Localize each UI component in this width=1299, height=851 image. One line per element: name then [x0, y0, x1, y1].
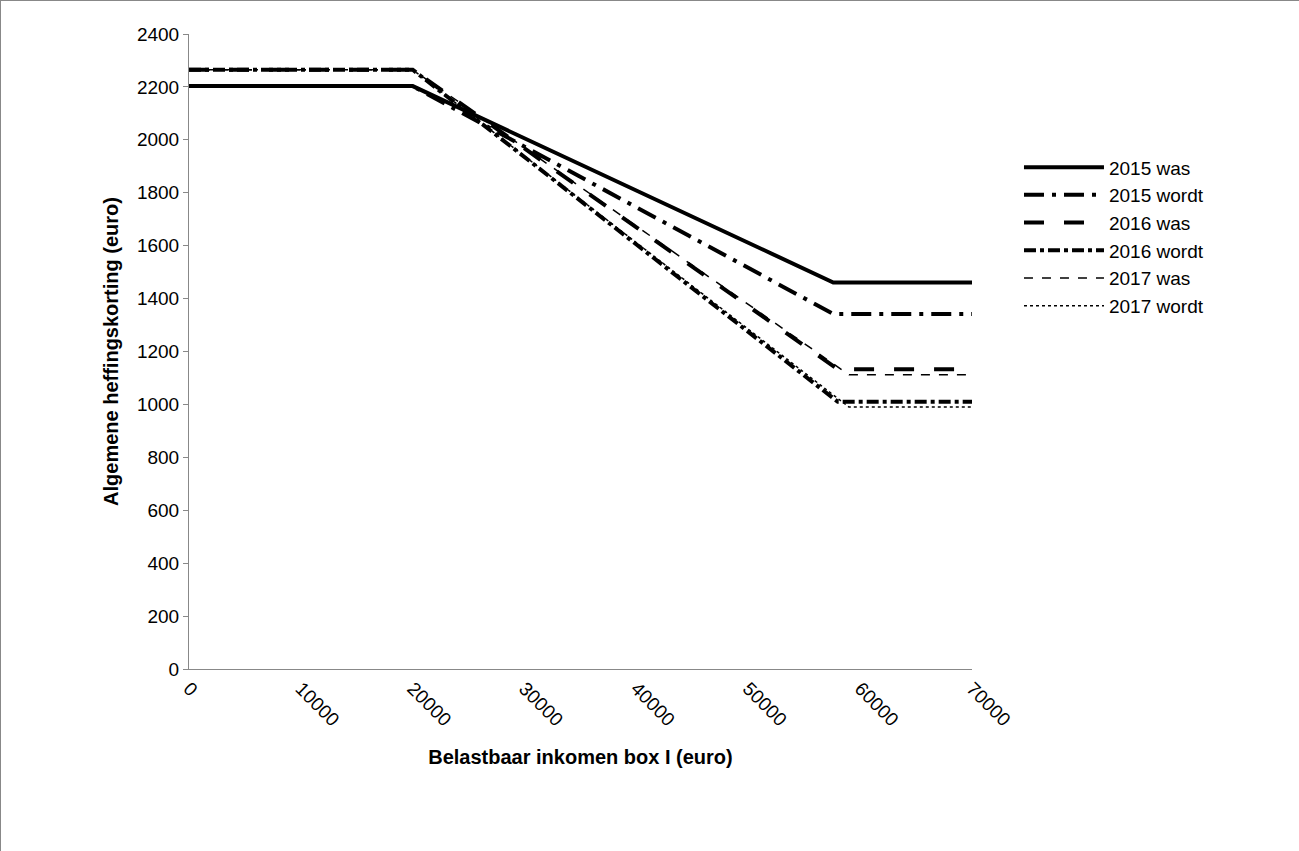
svg-text:60000: 60000	[851, 678, 903, 730]
svg-text:2000: 2000	[137, 129, 179, 150]
svg-text:2017 wordt: 2017 wordt	[1109, 296, 1204, 317]
svg-text:0: 0	[179, 678, 201, 700]
svg-text:2400: 2400	[137, 24, 179, 45]
svg-text:30000: 30000	[515, 678, 567, 730]
svg-text:2015 was: 2015 was	[1109, 158, 1190, 179]
svg-text:50000: 50000	[739, 678, 791, 730]
svg-text:70000: 70000	[962, 678, 1014, 730]
svg-text:1000: 1000	[137, 394, 179, 415]
svg-text:1600: 1600	[137, 235, 179, 256]
svg-text:600: 600	[147, 500, 179, 521]
svg-text:2200: 2200	[137, 77, 179, 98]
svg-text:2015 wordt: 2015 wordt	[1109, 185, 1204, 206]
svg-text:2016 was: 2016 was	[1109, 213, 1190, 234]
svg-text:Algemene heffingskorting (euro: Algemene heffingskorting (euro)	[100, 197, 122, 506]
svg-text:2016 wordt: 2016 wordt	[1109, 241, 1204, 262]
svg-text:1200: 1200	[137, 341, 179, 362]
svg-text:20000: 20000	[403, 678, 455, 730]
svg-text:40000: 40000	[627, 678, 679, 730]
svg-text:1800: 1800	[137, 182, 179, 203]
svg-text:10000: 10000	[291, 678, 343, 730]
svg-text:1400: 1400	[137, 288, 179, 309]
svg-text:2017 was: 2017 was	[1109, 268, 1190, 289]
svg-text:800: 800	[147, 447, 179, 468]
svg-text:0: 0	[169, 659, 180, 680]
svg-text:Belastbaar inkomen box I (euro: Belastbaar inkomen box I (euro)	[428, 746, 733, 768]
svg-text:200: 200	[147, 606, 179, 627]
svg-text:400: 400	[147, 553, 179, 574]
